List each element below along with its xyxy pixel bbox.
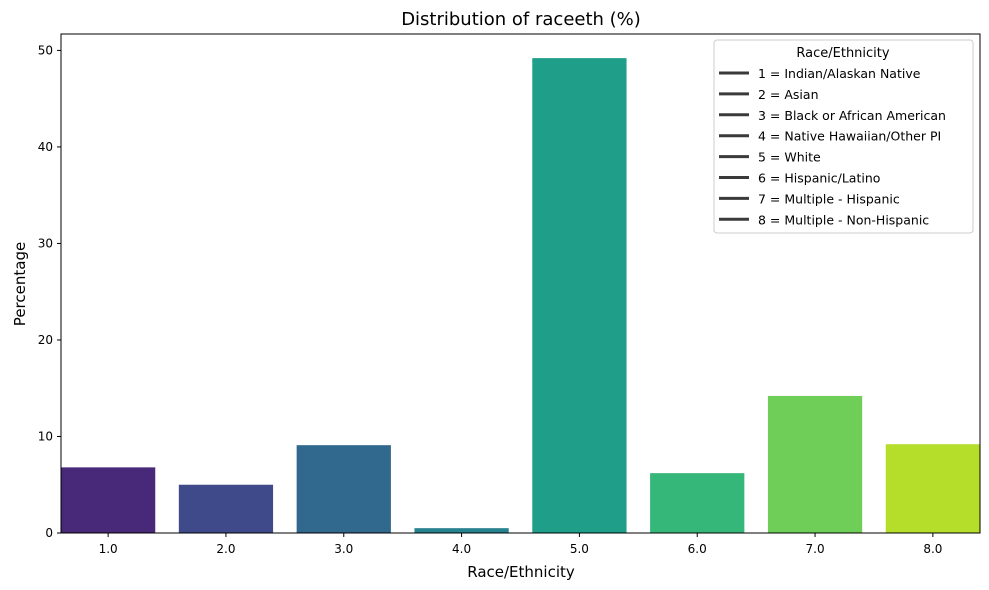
legend-box	[713, 39, 974, 234]
bar-2.0	[178, 484, 274, 533]
x-tick-label: 5.0	[570, 542, 589, 556]
legend-entry-label: 4 = Native Hawaiian/Other PI	[758, 129, 941, 144]
bar-5.0	[532, 58, 627, 533]
legend-entry-label: 6 = Hispanic/Latino	[758, 171, 880, 186]
x-tick-label: 6.0	[688, 542, 707, 556]
bar-1.0	[61, 467, 156, 533]
chart-title: Distribution of raceeth (%)	[401, 9, 641, 30]
legend-entry-label: 5 = White	[758, 150, 821, 165]
x-tick-label: 2.0	[216, 542, 235, 556]
bar-8.0	[885, 444, 980, 533]
y-axis-ticks: 0 10 20 30 40 50	[38, 43, 61, 540]
x-axis-label: Race/Ethnicity	[467, 563, 575, 581]
bar-7.0	[767, 395, 863, 533]
x-tick-label: 4.0	[452, 542, 471, 556]
y-tick-label: 10	[38, 429, 53, 443]
legend-entry-label: 1 = Indian/Alaskan Native	[758, 66, 921, 81]
y-tick-label: 30	[38, 236, 53, 250]
bar-6.0	[650, 473, 745, 533]
bar-4.0	[414, 528, 509, 533]
legend-entry-label: 8 = Multiple - Non-Hispanic	[758, 212, 929, 227]
plot-frame	[60, 33, 981, 534]
y-axis-label: Percentage	[11, 242, 29, 326]
y-tick-label: 0	[45, 526, 53, 540]
x-tick-label: 8.0	[923, 542, 942, 556]
legend-entries: 1 = Indian/Alaskan Native 2 = Asian 3 = Bl…	[719, 66, 946, 227]
x-tick-label: 7.0	[806, 542, 825, 556]
legend-title: Race/Ethnicity	[796, 46, 889, 61]
y-tick-label: 40	[38, 140, 53, 154]
bar-3.0	[296, 445, 391, 533]
legend-entry-label: 7 = Multiple - Hispanic	[758, 191, 900, 206]
legend-entry-label: 3 = Black or African American	[758, 108, 946, 123]
x-tick-label: 3.0	[334, 542, 353, 556]
legend: Race/Ethnicity 1 = Indian/Alaskan Native…	[713, 39, 974, 234]
x-tick-label: 1.0	[99, 542, 118, 556]
y-tick-label: 50	[38, 43, 53, 57]
bars-group	[61, 58, 980, 533]
x-axis-ticks: 1.0 2.0 3.0 4.0 5.0 6.0 7.0 8.0	[99, 533, 942, 556]
legend-entry-label: 2 = Asian	[758, 87, 819, 102]
y-tick-label: 20	[38, 333, 53, 347]
